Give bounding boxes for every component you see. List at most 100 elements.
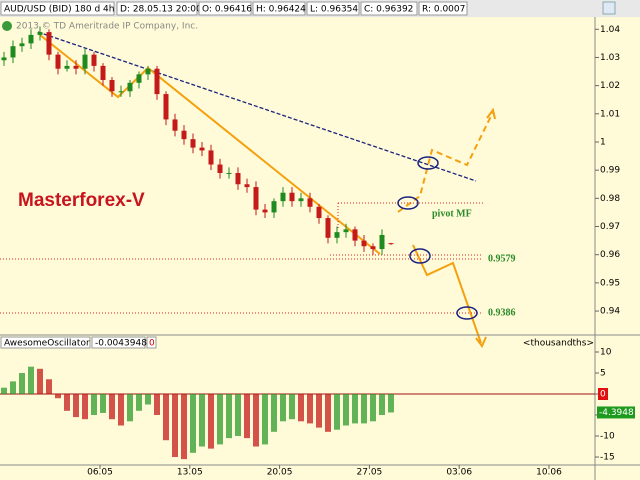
candle-body: [109, 79, 115, 92]
y-tick-label: 0.95: [600, 278, 620, 288]
current-value: -4.3948: [599, 408, 634, 418]
oscillator-bar: [190, 394, 196, 453]
info-field: O: 0.96416: [202, 5, 252, 15]
candle-body: [172, 119, 178, 131]
candle-body: [298, 198, 304, 202]
x-tick-label: 10.06: [536, 468, 562, 478]
candle-body: [235, 172, 241, 185]
candle-body: [325, 218, 331, 238]
candle-body: [82, 54, 88, 69]
oscillator-bar: [262, 394, 268, 445]
annotation: 0.9386: [488, 307, 516, 318]
candle-body: [361, 240, 367, 247]
info-box: [306, 1, 360, 16]
y-tick-label: 1.04: [600, 25, 620, 35]
header-zero: 0: [149, 339, 155, 349]
oscillator-bar: [100, 394, 106, 413]
wave-line: [39, 34, 381, 255]
oscillator-bar: [388, 394, 394, 413]
indicator-readout: -0.0043948: [95, 339, 147, 349]
candle-body: [64, 65, 70, 69]
copyright: 2013 © TD Ameritrade IP Company, Inc.: [16, 22, 198, 32]
marker-ellipse: [456, 306, 478, 320]
marker-ellipse: [417, 156, 439, 170]
candle-body: [208, 150, 214, 165]
candle-body: [118, 91, 124, 93]
oscillator-bar: [217, 394, 223, 445]
candle-body: [100, 65, 106, 80]
marker-ellipse: [397, 196, 419, 210]
info-box: [198, 1, 252, 16]
oscillator-bar: [91, 394, 97, 416]
y-tick-label: 0.98: [600, 194, 620, 204]
info-field: R: 0.0007: [422, 5, 465, 15]
oscillator-bar: [316, 394, 322, 428]
oscillator-bar: [334, 394, 340, 430]
info-field: H: 0.96424: [256, 5, 306, 15]
candle-body: [46, 32, 52, 55]
trend-line: [37, 31, 477, 182]
candle-body: [91, 54, 97, 66]
info-box: [360, 1, 418, 16]
oscillator-bar: [343, 394, 349, 426]
annotation: 0.9579: [488, 253, 516, 264]
candle-body: [352, 229, 358, 241]
y-tick-label: 0: [600, 390, 606, 400]
oscillator-bar: [28, 366, 34, 395]
x-tick-label: 20.05: [267, 468, 293, 478]
settings-icon[interactable]: [602, 1, 616, 15]
candle-body: [289, 192, 295, 202]
zero-badge: [598, 388, 608, 401]
oscillator-bar: [271, 394, 277, 432]
oscillator-bar: [82, 394, 88, 420]
y-tick-label: 10: [600, 347, 612, 357]
oscillator-bar: [280, 394, 286, 422]
y-tick-label: 0.96: [600, 250, 620, 260]
oscillator-bar: [109, 394, 115, 420]
oscillator-bar: [172, 394, 178, 458]
y-tick-label: -15: [600, 453, 615, 463]
candle-body: [388, 243, 394, 245]
info-box: [418, 1, 468, 16]
candle-body: [334, 232, 340, 238]
y-tick-label: 0.99: [600, 166, 620, 176]
arrow-head: [486, 107, 496, 120]
info-box: [252, 1, 306, 16]
oscillator-bar: [226, 394, 232, 439]
oscillator-bar: [1, 387, 7, 395]
watermark: Masterforex-V: [18, 190, 145, 211]
x-tick-label: 06.05: [87, 468, 113, 478]
y-tick-label: -10: [600, 432, 615, 442]
symbol: AUD/USD (BID) 180 d 4h: [4, 5, 114, 15]
oscillator-bar: [361, 394, 367, 424]
oscillator-bar: [199, 394, 205, 447]
candle-body: [280, 192, 286, 202]
candle-body: [163, 94, 169, 120]
oscillator-bar: [10, 381, 16, 395]
info-icon[interactable]: [2, 21, 12, 31]
y-tick-label: 1: [600, 137, 606, 147]
candle-body: [244, 184, 250, 188]
info-box: [116, 1, 198, 16]
candle-body: [55, 54, 61, 69]
candle-body: [217, 164, 223, 173]
info-field: C: 0.96392: [364, 5, 413, 15]
projection-down: [412, 244, 482, 344]
oscillator-bar: [289, 394, 295, 420]
x-tick-label: 27.05: [357, 468, 383, 478]
candle-body: [145, 68, 151, 75]
oscillator-bar: [379, 394, 385, 416]
unit: <thousandths>: [523, 339, 594, 349]
y-tick-label: 0.94: [600, 307, 620, 317]
y-tick-label: 0.97: [600, 222, 620, 232]
indicator-box: [0, 336, 91, 349]
candle-body: [307, 198, 313, 207]
oscillator-bar: [298, 394, 304, 422]
current-badge: [597, 406, 635, 419]
candle-body: [262, 209, 268, 213]
candle-body: [199, 147, 205, 151]
oscillator-bar: [118, 394, 124, 426]
y-tick-label: 1.02: [600, 81, 620, 91]
